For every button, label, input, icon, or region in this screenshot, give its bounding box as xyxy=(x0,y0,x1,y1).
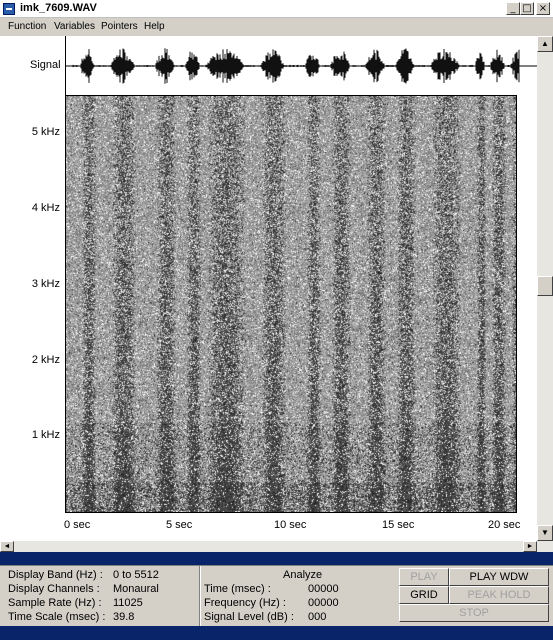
analyze-time-label: Time (msec) : xyxy=(204,583,271,595)
time-label-5: 5 sec xyxy=(166,519,193,531)
peak-hold-button[interactable]: PEAK HOLD xyxy=(449,586,549,604)
menu-bar: Function Variables Pointers Help xyxy=(0,18,553,36)
minimize-button[interactable]: _ xyxy=(506,2,520,15)
stop-button[interactable]: STOP xyxy=(399,604,549,622)
status-separator xyxy=(0,552,553,565)
close-button[interactable]: × xyxy=(536,2,550,15)
freq-label-3khz: 3 kHz xyxy=(31,278,60,290)
signal-waveform[interactable] xyxy=(65,36,537,95)
time-scale-label: Time Scale (msec) : xyxy=(8,611,106,623)
analyze-time-value: 00000 xyxy=(308,583,339,595)
analyze-level-label: Signal Level (dB) : xyxy=(204,611,294,623)
display-band-label: Display Band (Hz) : xyxy=(8,569,103,581)
menu-variables[interactable]: Variables xyxy=(54,21,95,32)
grid-button[interactable]: GRID xyxy=(399,586,449,604)
signal-label: Signal xyxy=(30,59,61,71)
scroll-up-button[interactable]: ▲ xyxy=(537,36,553,52)
freq-label-5khz: 5 kHz xyxy=(31,126,60,138)
analyze-level-value: 000 xyxy=(308,611,327,623)
freq-label-2khz: 2 kHz xyxy=(31,354,60,366)
horizontal-scrollbar[interactable]: ◄ ► xyxy=(0,541,553,552)
bottom-strip xyxy=(0,626,553,640)
play-button[interactable]: PLAY xyxy=(399,568,449,586)
time-scale-value: 39.8 xyxy=(113,611,135,623)
analyze-title: Analyze xyxy=(283,569,323,581)
vertical-scroll-thumb[interactable] xyxy=(537,276,553,296)
analyze-freq-label: Frequency (Hz) : xyxy=(204,597,286,609)
display-channels-value: Monaural xyxy=(113,583,159,595)
maximize-button[interactable]: □ xyxy=(520,2,534,15)
scroll-down-button[interactable]: ▼ xyxy=(537,525,553,541)
status-panel: Display Band (Hz) : 0 to 5512 Display Ch… xyxy=(0,565,553,640)
spectrogram[interactable] xyxy=(65,95,517,513)
scroll-right-button[interactable]: ► xyxy=(523,541,537,552)
title-bar: imk_7609.WAV _ □ × xyxy=(0,0,553,18)
display-channels-label: Display Channels : xyxy=(8,583,100,595)
display-band-value: 0 to 5512 xyxy=(113,569,159,581)
panel-divider xyxy=(199,566,201,626)
menu-pointers[interactable]: Pointers xyxy=(101,21,138,32)
play-window-button[interactable]: PLAY WDW xyxy=(449,568,549,586)
sample-rate-label: Sample Rate (Hz) : xyxy=(8,597,102,609)
window-title: imk_7609.WAV xyxy=(20,2,97,14)
menu-help[interactable]: Help xyxy=(144,21,165,32)
scroll-left-button[interactable]: ◄ xyxy=(0,541,14,552)
menu-function[interactable]: Function xyxy=(8,21,47,32)
freq-label-4khz: 4 kHz xyxy=(31,202,60,214)
time-label-10: 10 sec xyxy=(274,519,307,531)
time-label-20: 20 sec xyxy=(488,519,521,531)
app-icon[interactable] xyxy=(3,3,15,15)
plot-area: Signal 5 kHz 4 kHz 3 kHz 2 kHz 1 kHz 0 s… xyxy=(0,36,537,541)
freq-label-1khz: 1 kHz xyxy=(31,429,60,441)
analyze-freq-value: 00000 xyxy=(308,597,339,609)
vertical-scrollbar[interactable]: ▲ ▼ xyxy=(537,36,553,541)
time-label-15: 15 sec xyxy=(382,519,415,531)
sample-rate-value: 11025 xyxy=(113,597,143,609)
time-label-0: 0 sec xyxy=(64,519,91,531)
